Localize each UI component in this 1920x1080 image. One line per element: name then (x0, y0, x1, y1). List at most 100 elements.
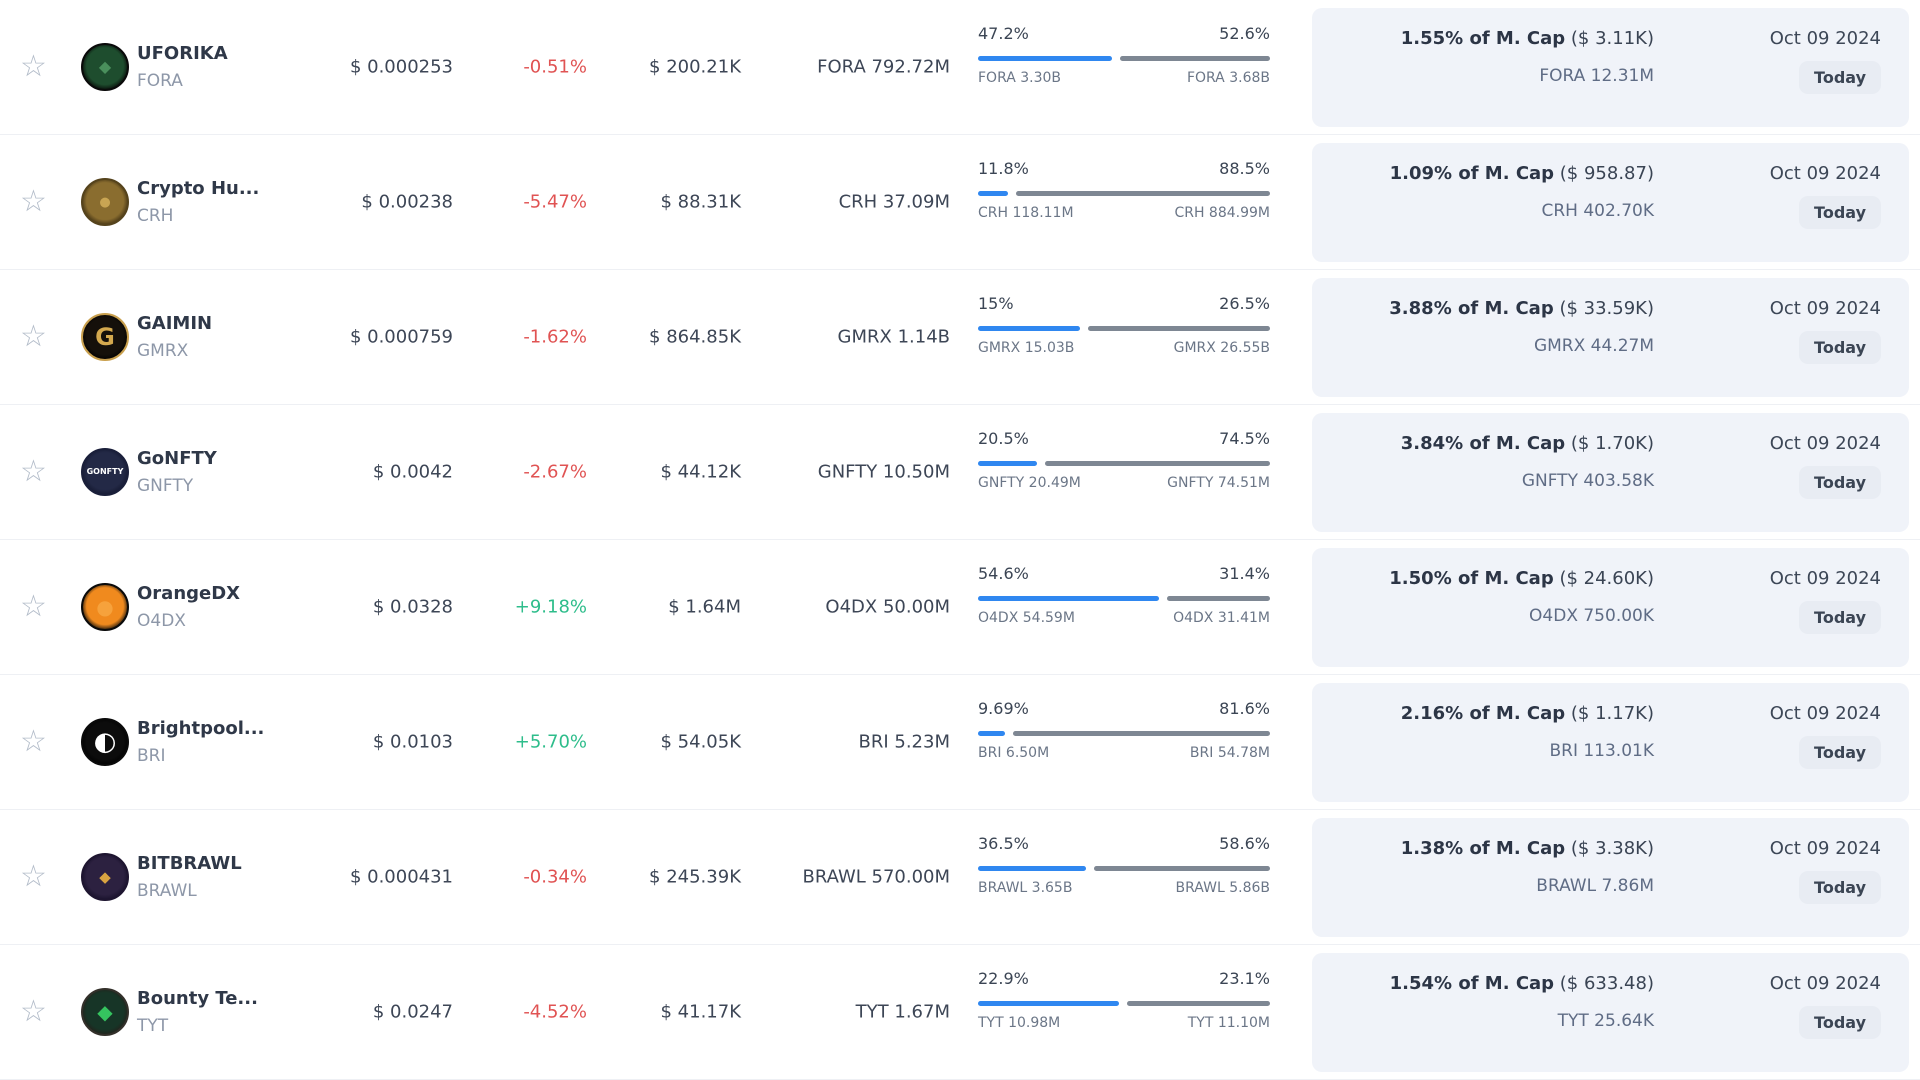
token-logo: ◐ (81, 718, 129, 766)
today-button[interactable]: Today (1799, 331, 1881, 364)
progress-filled-bar (978, 461, 1037, 466)
favorite-star-icon[interactable]: ☆ (20, 49, 47, 84)
favorite-star-icon[interactable]: ☆ (20, 859, 47, 894)
token-name-cell[interactable]: UFORIKA FORA (137, 43, 228, 91)
token-name-cell[interactable]: GAIMIN GMRX (137, 313, 212, 361)
volume-value: $ 864.85K (649, 326, 741, 348)
listing-date: Oct 09 2024 (1769, 163, 1881, 184)
progress-rest-bar (1045, 461, 1270, 466)
favorite-star-icon[interactable]: ☆ (20, 724, 47, 759)
token-logo: ◆ (81, 43, 129, 91)
volume-value: $ 88.31K (660, 191, 741, 213)
marketcap-usd: ($ 958.87) (1554, 163, 1654, 184)
token-name: UFORIKA (137, 43, 228, 64)
progress-track (978, 326, 1270, 331)
table-row[interactable]: ☆ GONFTY GoNFTY GNFTY $ 0.0042 -2.67% $ … (0, 405, 1920, 540)
marketcap-token-amount: GNFTY 403.58K (1521, 471, 1654, 491)
change-value: -1.62% (523, 326, 587, 348)
today-button[interactable]: Today (1799, 196, 1881, 229)
token-name: Bounty Te... (137, 988, 258, 1009)
progress-rest-bar (1094, 866, 1270, 871)
marketcap-percent: 1.54% of M. Cap (1389, 973, 1555, 994)
progress-right-percent: 88.5% (1219, 159, 1270, 178)
token-logo-glyph: ◆ (98, 57, 112, 76)
favorite-star-icon[interactable]: ☆ (20, 589, 47, 624)
table-row[interactable]: ☆ ◐ Brightpool... BRI $ 0.0103 +5.70% $ … (0, 675, 1920, 810)
table-row[interactable]: ☆ ● Crypto Hu... CRH $ 0.00238 -5.47% $ … (0, 135, 1920, 270)
progress-left-percent: 15% (978, 294, 1014, 313)
listing-date: Oct 09 2024 (1769, 838, 1881, 859)
marketcap-line: 1.09% of M. Cap ($ 958.87) (1390, 163, 1654, 184)
token-name-cell[interactable]: Crypto Hu... CRH (137, 178, 259, 226)
token-name: GAIMIN (137, 313, 213, 334)
favorite-star-icon[interactable]: ☆ (20, 994, 47, 1029)
favorite-star-icon[interactable]: ☆ (20, 454, 47, 489)
marketcap-usd: ($ 3.11K) (1565, 28, 1654, 49)
listing-date: Oct 09 2024 (1769, 703, 1881, 724)
volume-value: $ 200.21K (649, 56, 741, 78)
progress-right-label: CRH 884.99M (1174, 205, 1270, 221)
volume-value: $ 54.05K (660, 731, 741, 753)
token-name-cell[interactable]: BITBRAWL BRAWL (137, 853, 242, 901)
today-button[interactable]: Today (1799, 601, 1881, 634)
price-value: $ 0.0328 (372, 596, 453, 618)
token-name-cell[interactable]: GoNFTY GNFTY (137, 448, 217, 496)
marketcap-line: 1.50% of M. Cap ($ 24.60K) (1389, 568, 1654, 589)
progress-rest-bar (1016, 191, 1270, 196)
progress-rest-bar (1167, 596, 1270, 601)
token-logo-glyph: GONFTY (86, 467, 124, 476)
supply-progress: 9.69% 81.6% BRI 6.50M BRI 54.78M (978, 699, 1270, 761)
today-button[interactable]: Today (1799, 1006, 1881, 1039)
token-name-cell[interactable]: OrangeDX O4DX (137, 583, 240, 631)
table-row[interactable]: ☆ ◆ UFORIKA FORA $ 0.000253 -0.51% $ 200… (0, 0, 1920, 135)
progress-right-label: BRI 54.78M (1189, 745, 1270, 761)
price-value: $ 0.0103 (372, 731, 453, 753)
change-value: -5.47% (523, 191, 587, 213)
favorite-star-icon[interactable]: ☆ (20, 184, 47, 219)
today-button[interactable]: Today (1799, 61, 1881, 94)
progress-rest-bar (1127, 1001, 1270, 1006)
token-name: Crypto Hu... (137, 178, 260, 199)
marketcap-line: 3.88% of M. Cap ($ 33.59K) (1389, 298, 1654, 319)
progress-left-label: GNFTY 20.49M (978, 475, 1081, 491)
marketcap-token-amount: GMRX 44.27M (1533, 336, 1654, 356)
price-value: $ 0.000759 (349, 326, 453, 348)
token-name-cell[interactable]: Bounty Te... TYT (137, 988, 258, 1036)
supply-progress: 36.5% 58.6% BRAWL 3.65B BRAWL 5.86B (978, 834, 1270, 896)
marketcap-highlight-box: 1.50% of M. Cap ($ 24.60K) O4DX 750.00K … (1312, 548, 1909, 667)
table-row[interactable]: ☆ ● OrangeDX O4DX $ 0.0328 +9.18% $ 1.64… (0, 540, 1920, 675)
progress-left-percent: 22.9% (978, 969, 1029, 988)
marketcap-usd: ($ 3.38K) (1565, 838, 1654, 859)
marketcap-token-amount: BRI 113.01K (1549, 741, 1654, 761)
change-value: +9.18% (514, 596, 587, 618)
progress-left-percent: 36.5% (978, 834, 1029, 853)
progress-left-percent: 9.69% (978, 699, 1029, 718)
progress-right-percent: 74.5% (1219, 429, 1270, 448)
token-name: GoNFTY (137, 448, 217, 469)
marketcap-highlight-box: 1.54% of M. Cap ($ 633.48) TYT 25.64K Oc… (1312, 953, 1909, 1072)
progress-track (978, 731, 1270, 736)
progress-right-percent: 26.5% (1219, 294, 1270, 313)
marketcap-percent: 1.50% of M. Cap (1389, 568, 1554, 589)
marketcap-usd: ($ 1.70K) (1565, 433, 1654, 454)
favorite-star-icon[interactable]: ☆ (20, 319, 47, 354)
table-row[interactable]: ☆ ◆ BITBRAWL BRAWL $ 0.000431 -0.34% $ 2… (0, 810, 1920, 945)
token-symbol: BRAWL (137, 881, 197, 901)
change-value: +5.70% (514, 731, 587, 753)
today-button[interactable]: Today (1799, 466, 1881, 499)
token-name-cell[interactable]: Brightpool... BRI (137, 718, 264, 766)
marketcap-percent: 3.88% of M. Cap (1389, 298, 1554, 319)
today-button[interactable]: Today (1799, 736, 1881, 769)
listing-date: Oct 09 2024 (1769, 433, 1881, 454)
marketcap-line: 1.54% of M. Cap ($ 633.48) (1390, 973, 1654, 994)
progress-filled-bar (978, 326, 1080, 331)
marketcap-highlight-box: 1.09% of M. Cap ($ 958.87) CRH 402.70K O… (1312, 143, 1909, 262)
table-row[interactable]: ☆ G GAIMIN GMRX $ 0.000759 -1.62% $ 864.… (0, 270, 1920, 405)
supply-progress: 11.8% 88.5% CRH 118.11M CRH 884.99M (978, 159, 1270, 221)
token-name: BITBRAWL (137, 853, 242, 874)
today-button[interactable]: Today (1799, 871, 1881, 904)
marketcap-highlight-box: 3.84% of M. Cap ($ 1.70K) GNFTY 403.58K … (1312, 413, 1909, 532)
price-value: $ 0.0042 (372, 461, 453, 483)
progress-right-percent: 81.6% (1219, 699, 1270, 718)
table-row[interactable]: ☆ ◆ Bounty Te... TYT $ 0.0247 -4.52% $ 4… (0, 945, 1920, 1080)
